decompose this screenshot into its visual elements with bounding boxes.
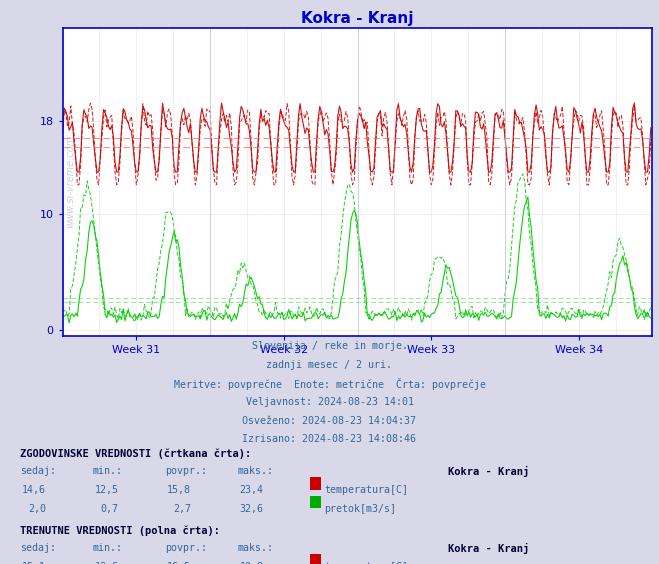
Text: ZGODOVINSKE VREDNOSTI (črtkana črta):: ZGODOVINSKE VREDNOSTI (črtkana črta): — [20, 448, 251, 459]
Text: 15,1: 15,1 — [22, 562, 46, 564]
Text: povpr.:: povpr.: — [165, 543, 207, 553]
Text: 14,6: 14,6 — [22, 485, 46, 495]
Text: 0,7: 0,7 — [101, 504, 119, 514]
Text: sedaj:: sedaj: — [20, 543, 56, 553]
Text: sedaj:: sedaj: — [20, 466, 56, 477]
Text: povpr.:: povpr.: — [165, 466, 207, 477]
Text: 16,5: 16,5 — [167, 562, 191, 564]
Text: 23,4: 23,4 — [240, 485, 264, 495]
Text: pretok[m3/s]: pretok[m3/s] — [324, 504, 396, 514]
Text: maks.:: maks.: — [237, 466, 273, 477]
Text: 15,8: 15,8 — [167, 485, 191, 495]
Text: 13,6: 13,6 — [95, 562, 119, 564]
Title: Kokra - Kranj: Kokra - Kranj — [301, 11, 414, 25]
Text: www.si-vreme.com: www.si-vreme.com — [65, 135, 74, 228]
Text: min.:: min.: — [92, 543, 123, 553]
Text: Osveženo: 2024-08-23 14:04:37: Osveženo: 2024-08-23 14:04:37 — [243, 416, 416, 426]
Text: zadnji mesec / 2 uri.: zadnji mesec / 2 uri. — [266, 360, 393, 370]
Text: Slovenija / reke in morje.: Slovenija / reke in morje. — [252, 341, 407, 351]
Text: min.:: min.: — [92, 466, 123, 477]
Text: Izrisano: 2024-08-23 14:08:46: Izrisano: 2024-08-23 14:08:46 — [243, 434, 416, 444]
Text: temperatura[C]: temperatura[C] — [324, 562, 408, 564]
Text: Meritve: povprečne  Enote: metrične  Črta: povprečje: Meritve: povprečne Enote: metrične Črta:… — [173, 378, 486, 390]
Text: maks.:: maks.: — [237, 543, 273, 553]
Text: Kokra - Kranj: Kokra - Kranj — [448, 466, 529, 478]
Text: 32,6: 32,6 — [240, 504, 264, 514]
Text: Veljavnost: 2024-08-23 14:01: Veljavnost: 2024-08-23 14:01 — [246, 397, 413, 407]
Text: temperatura[C]: temperatura[C] — [324, 485, 408, 495]
Text: 19,8: 19,8 — [240, 562, 264, 564]
Text: 2,7: 2,7 — [173, 504, 191, 514]
Text: Kokra - Kranj: Kokra - Kranj — [448, 543, 529, 554]
Text: TRENUTNE VREDNOSTI (polna črta):: TRENUTNE VREDNOSTI (polna črta): — [20, 525, 219, 536]
Text: 12,5: 12,5 — [95, 485, 119, 495]
Text: 2,0: 2,0 — [28, 504, 46, 514]
